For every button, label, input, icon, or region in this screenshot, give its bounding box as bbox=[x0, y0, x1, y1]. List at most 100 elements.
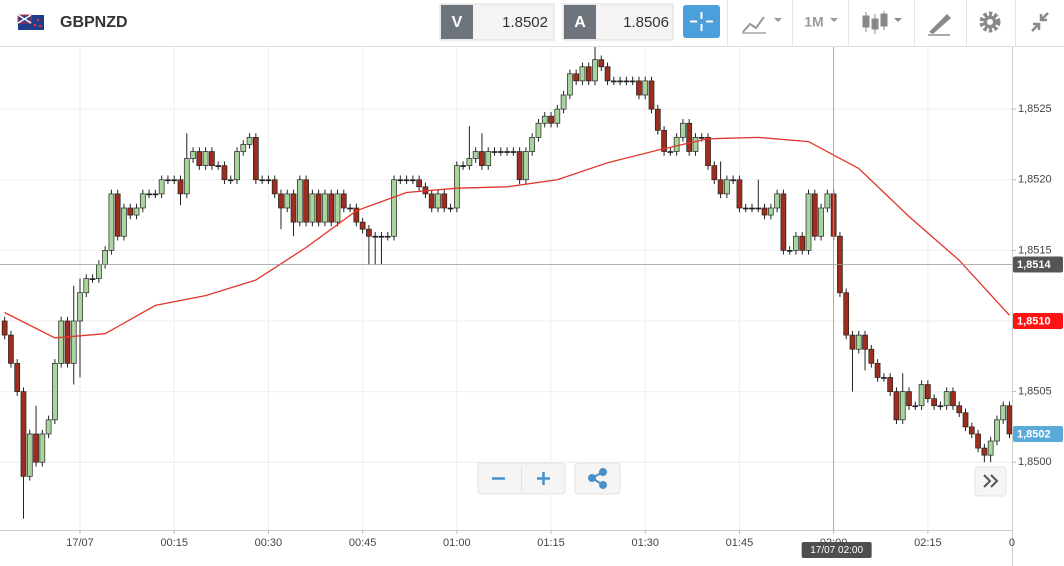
x-tick-label: 0 bbox=[1009, 537, 1015, 549]
candle-body bbox=[322, 193, 328, 223]
candle-body bbox=[799, 235, 806, 251]
candle-style-button[interactable] bbox=[862, 11, 902, 34]
candle-body bbox=[610, 80, 617, 83]
candle-body bbox=[52, 363, 58, 421]
candle-body bbox=[862, 334, 868, 350]
candle-body bbox=[347, 207, 353, 210]
candle-body bbox=[548, 115, 554, 124]
candle-body bbox=[811, 193, 818, 237]
candle-body bbox=[560, 94, 567, 110]
zoom-in-icon bbox=[537, 472, 550, 485]
collapse-button[interactable] bbox=[1031, 12, 1049, 32]
candle-body bbox=[328, 193, 335, 223]
candle-body bbox=[340, 193, 347, 209]
candle-body bbox=[780, 193, 787, 251]
axes: 1,8500 1,8505 1,8510 1,8515 1,8520 1,8525 17/0… bbox=[66, 103, 1063, 558]
candle-body bbox=[692, 137, 699, 152]
candle-body bbox=[253, 137, 259, 181]
settings-button[interactable] bbox=[979, 11, 1001, 33]
candle-body bbox=[529, 137, 536, 152]
candle-body bbox=[617, 80, 623, 83]
draw-button[interactable] bbox=[928, 14, 951, 36]
candle-body bbox=[447, 207, 454, 210]
candle-body bbox=[64, 320, 71, 364]
candle-body bbox=[265, 179, 272, 182]
candle-body bbox=[133, 207, 140, 216]
candle-body bbox=[353, 207, 360, 223]
chart-type-button[interactable] bbox=[742, 16, 782, 34]
candle-body bbox=[786, 250, 793, 252]
candle-body bbox=[114, 193, 121, 237]
candle-body bbox=[234, 151, 240, 181]
candle-body bbox=[598, 59, 605, 68]
candle-body bbox=[956, 405, 963, 414]
candle-body bbox=[497, 151, 504, 153]
x-tick-label: 01:15 bbox=[537, 537, 565, 549]
candle-body bbox=[673, 137, 680, 152]
candle-body bbox=[981, 447, 988, 456]
candle-body bbox=[793, 235, 799, 251]
candle-body bbox=[271, 179, 278, 195]
candle-body bbox=[410, 179, 416, 182]
ask-label: A bbox=[574, 14, 586, 31]
candle-body bbox=[698, 137, 705, 139]
candle-body bbox=[818, 207, 824, 237]
candle-body bbox=[290, 193, 297, 223]
candle-body bbox=[516, 151, 523, 181]
timeframe-button[interactable]: 1M bbox=[804, 14, 838, 30]
x-tick-label: 00:15 bbox=[160, 537, 188, 549]
candle-body bbox=[749, 207, 755, 210]
candle-body bbox=[742, 207, 749, 210]
candle-body bbox=[453, 165, 460, 209]
candle-body bbox=[1, 320, 8, 336]
candle-body bbox=[730, 179, 737, 182]
candle-body bbox=[623, 80, 630, 83]
candle-body bbox=[937, 405, 944, 408]
candle-body bbox=[391, 179, 397, 237]
candle-body bbox=[209, 151, 215, 166]
crosshair-price-box bbox=[1013, 256, 1063, 273]
candle-body bbox=[20, 391, 27, 477]
candle-body bbox=[303, 179, 309, 223]
candle-body bbox=[567, 73, 573, 96]
candle-body bbox=[849, 334, 856, 350]
crosshair-button[interactable] bbox=[683, 5, 720, 38]
candle-body bbox=[384, 235, 391, 238]
candle-body bbox=[874, 363, 881, 378]
candle-body bbox=[554, 108, 561, 124]
candle-body bbox=[504, 151, 510, 153]
candle-body bbox=[573, 73, 580, 82]
candle-body bbox=[246, 137, 253, 145]
candle-body bbox=[196, 151, 203, 166]
zoom-controls bbox=[477, 462, 621, 495]
candle-body bbox=[39, 433, 46, 463]
bid-label: V bbox=[452, 14, 463, 31]
candle-body bbox=[761, 207, 768, 216]
average-price-label: 1,8510 bbox=[1017, 315, 1051, 327]
bid-label-box bbox=[441, 5, 473, 39]
crosshair-price-label: 1,8514 bbox=[1017, 259, 1052, 271]
candle-body bbox=[510, 151, 517, 153]
candle-body bbox=[372, 235, 379, 238]
candle-body bbox=[805, 193, 812, 251]
candle-body bbox=[152, 193, 159, 196]
candle-body bbox=[767, 207, 774, 216]
y-tick-label: 1,8520 bbox=[1018, 174, 1052, 186]
candle-body bbox=[924, 384, 931, 400]
candle-body bbox=[259, 179, 265, 182]
candle-body bbox=[648, 80, 655, 110]
share-button[interactable] bbox=[574, 462, 621, 495]
candle-body bbox=[667, 151, 674, 153]
candle-body bbox=[58, 320, 65, 364]
candle-body bbox=[183, 158, 190, 195]
candle-body bbox=[89, 278, 96, 280]
scroll-right-button[interactable] bbox=[974, 466, 1007, 497]
candle-body bbox=[943, 391, 950, 407]
candle-body bbox=[215, 165, 222, 167]
candle-body bbox=[724, 179, 730, 195]
candle-body bbox=[585, 66, 592, 82]
candle-body bbox=[171, 179, 178, 182]
candle-body bbox=[711, 165, 718, 181]
candle-body bbox=[968, 426, 975, 435]
